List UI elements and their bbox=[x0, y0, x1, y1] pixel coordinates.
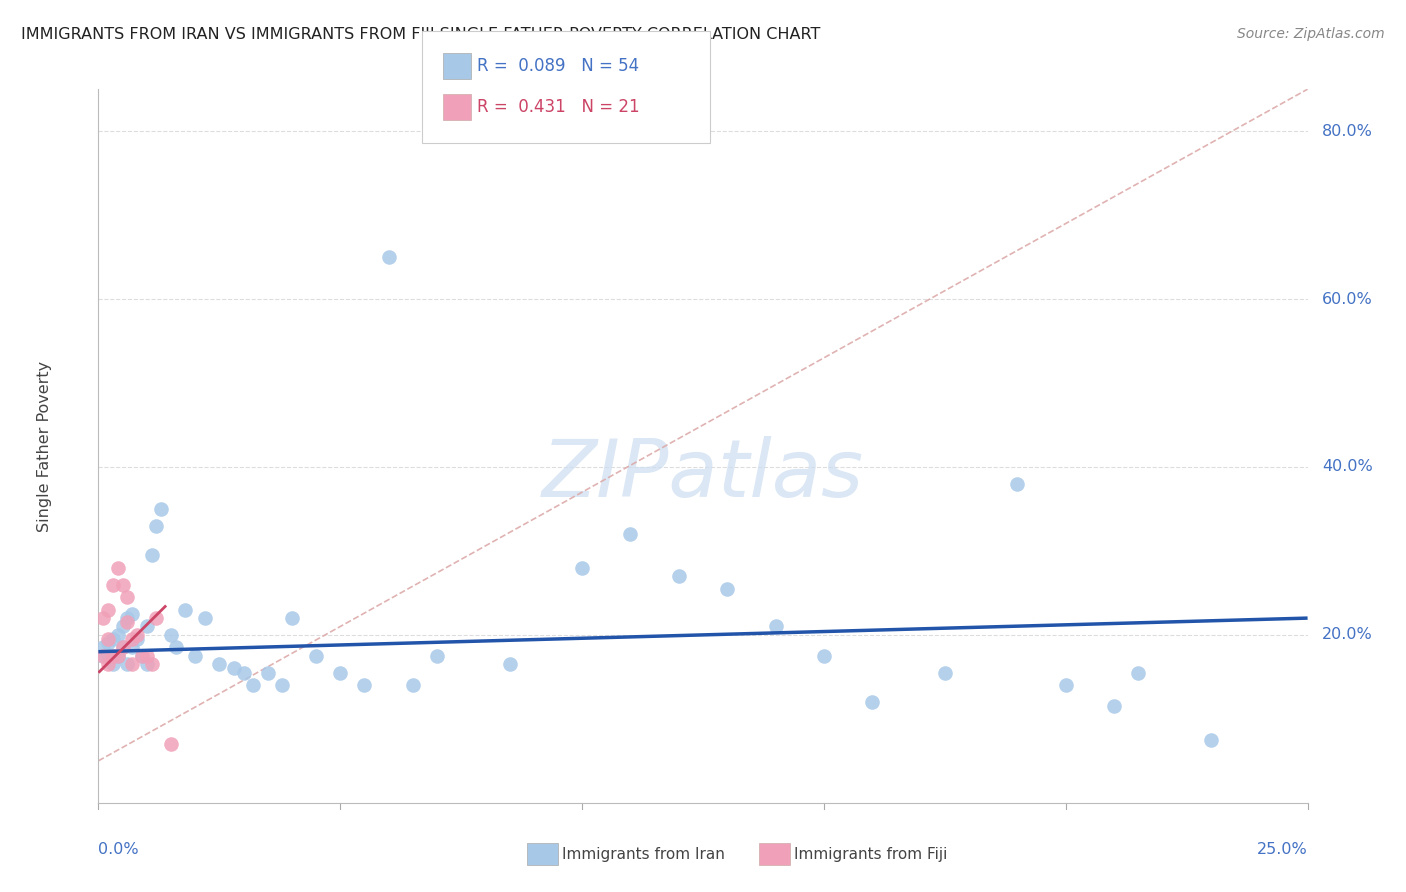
Text: Single Father Poverty: Single Father Poverty bbox=[37, 360, 52, 532]
Point bbox=[194, 611, 217, 625]
Point bbox=[222, 661, 245, 675]
Point bbox=[101, 632, 124, 646]
Point bbox=[135, 619, 157, 633]
Point bbox=[934, 665, 956, 680]
Text: ZIPatlas: ZIPatlas bbox=[541, 435, 865, 514]
Point bbox=[107, 628, 129, 642]
Text: R =  0.089   N = 54: R = 0.089 N = 54 bbox=[477, 57, 638, 75]
Point bbox=[101, 577, 124, 591]
Point bbox=[860, 695, 883, 709]
Point bbox=[135, 657, 157, 672]
Point bbox=[160, 628, 183, 642]
Point bbox=[165, 640, 187, 655]
Point bbox=[127, 628, 149, 642]
Point bbox=[107, 648, 129, 663]
Point bbox=[117, 590, 139, 604]
Point bbox=[135, 648, 157, 663]
Point bbox=[498, 657, 520, 672]
Point bbox=[426, 648, 449, 663]
Point bbox=[571, 560, 593, 574]
Point bbox=[271, 678, 294, 692]
Point bbox=[1007, 476, 1029, 491]
Point bbox=[145, 611, 167, 625]
Point bbox=[121, 657, 143, 672]
Point bbox=[111, 640, 134, 655]
Point bbox=[107, 560, 129, 574]
Text: 80.0%: 80.0% bbox=[1322, 124, 1374, 138]
Point bbox=[91, 648, 114, 663]
Point bbox=[117, 615, 139, 630]
Text: 40.0%: 40.0% bbox=[1322, 459, 1372, 475]
Point bbox=[111, 619, 134, 633]
Point bbox=[668, 569, 690, 583]
Point bbox=[121, 607, 143, 621]
Point bbox=[145, 518, 167, 533]
Text: 60.0%: 60.0% bbox=[1322, 292, 1372, 307]
Point bbox=[150, 502, 173, 516]
Point bbox=[242, 678, 264, 692]
Text: Immigrants from Iran: Immigrants from Iran bbox=[562, 847, 725, 862]
Point bbox=[141, 657, 163, 672]
Point bbox=[117, 611, 139, 625]
Point bbox=[305, 648, 328, 663]
Point bbox=[141, 548, 163, 562]
Point bbox=[111, 577, 134, 591]
Point bbox=[131, 648, 153, 663]
Point bbox=[107, 648, 129, 663]
Text: Source: ZipAtlas.com: Source: ZipAtlas.com bbox=[1237, 27, 1385, 41]
Point bbox=[160, 737, 183, 751]
Point bbox=[97, 632, 120, 646]
Text: 0.0%: 0.0% bbox=[98, 842, 139, 857]
Point bbox=[101, 657, 124, 672]
Point bbox=[101, 648, 124, 663]
Text: R =  0.431   N = 21: R = 0.431 N = 21 bbox=[477, 98, 640, 116]
Point bbox=[765, 619, 787, 633]
Point bbox=[91, 611, 114, 625]
Point bbox=[174, 603, 197, 617]
Point bbox=[1128, 665, 1150, 680]
Point bbox=[131, 648, 153, 663]
Point bbox=[121, 632, 143, 646]
Point bbox=[329, 665, 352, 680]
Text: Immigrants from Fiji: Immigrants from Fiji bbox=[794, 847, 948, 862]
Point bbox=[117, 657, 139, 672]
Point bbox=[91, 640, 114, 655]
Point bbox=[716, 582, 738, 596]
Text: IMMIGRANTS FROM IRAN VS IMMIGRANTS FROM FIJI SINGLE FATHER POVERTY CORRELATION C: IMMIGRANTS FROM IRAN VS IMMIGRANTS FROM … bbox=[21, 27, 821, 42]
Point bbox=[184, 648, 207, 663]
Point bbox=[91, 648, 114, 663]
Point bbox=[377, 250, 399, 264]
Point bbox=[256, 665, 278, 680]
Point bbox=[1199, 732, 1222, 747]
Point bbox=[619, 527, 641, 541]
Point bbox=[1054, 678, 1077, 692]
Text: 25.0%: 25.0% bbox=[1257, 842, 1308, 857]
Point bbox=[121, 640, 143, 655]
Text: 20.0%: 20.0% bbox=[1322, 627, 1372, 642]
Point bbox=[353, 678, 375, 692]
Point bbox=[402, 678, 425, 692]
Point bbox=[232, 665, 254, 680]
Point bbox=[97, 648, 120, 663]
Point bbox=[813, 648, 835, 663]
Point bbox=[111, 640, 134, 655]
Point bbox=[281, 611, 304, 625]
Point bbox=[101, 648, 124, 663]
Point bbox=[97, 636, 120, 650]
Point bbox=[127, 632, 149, 646]
Point bbox=[97, 657, 120, 672]
Point bbox=[1102, 699, 1125, 714]
Point bbox=[208, 657, 231, 672]
Point bbox=[97, 603, 120, 617]
